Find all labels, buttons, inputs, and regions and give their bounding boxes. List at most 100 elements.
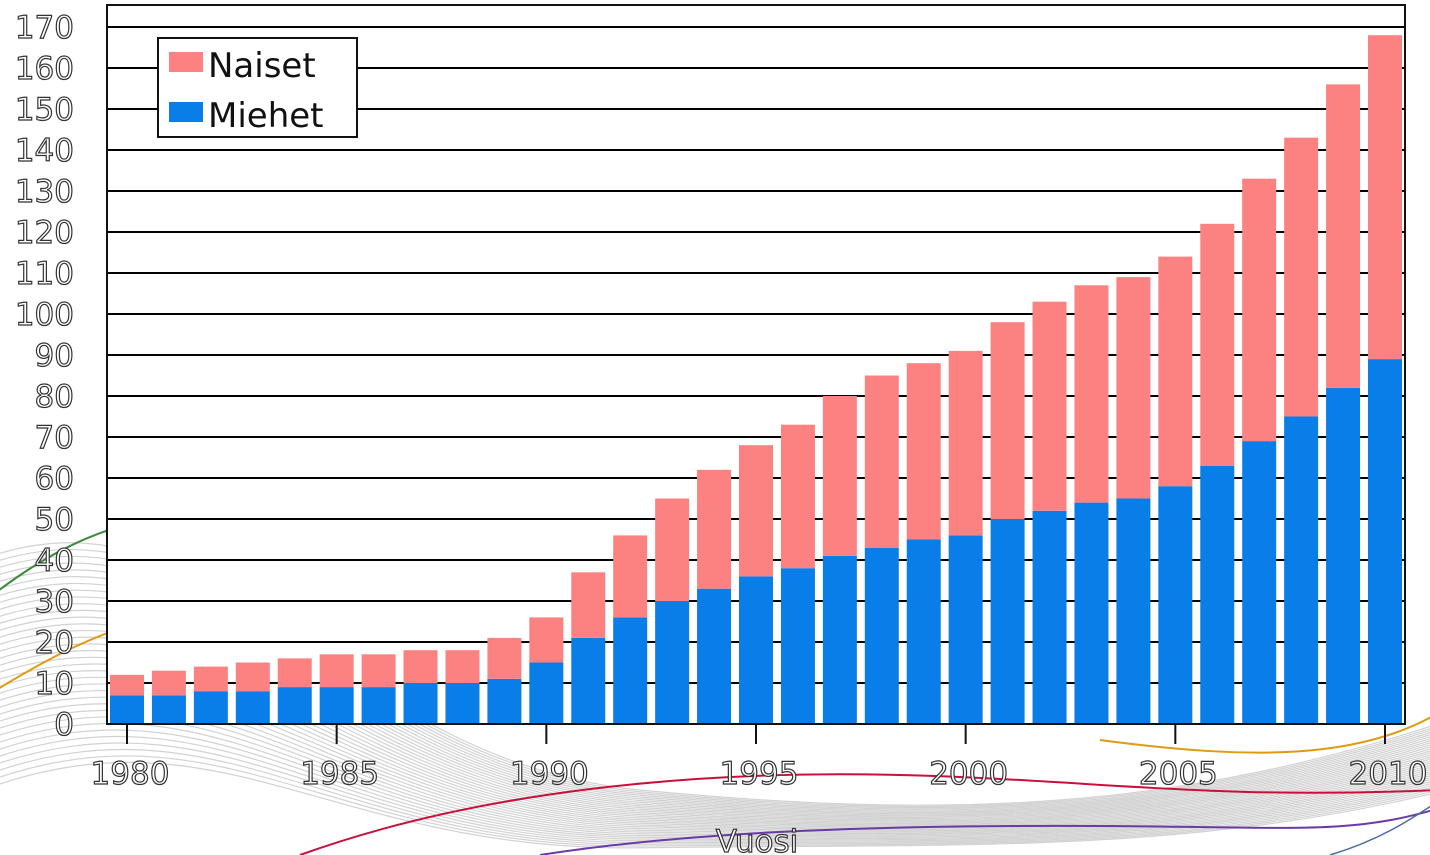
background-curve	[0, 722, 1430, 840]
y-tick-label: 80	[35, 379, 74, 415]
bar-miehet	[1368, 359, 1402, 724]
y-tick-label: 50	[35, 502, 74, 538]
bar-naiset	[864, 375, 899, 548]
bar-naiset	[235, 662, 270, 692]
y-tick-label: 170	[15, 10, 74, 46]
bar-miehet	[1242, 441, 1277, 724]
bar-naiset	[1032, 301, 1067, 511]
background-curve	[0, 729, 1430, 841]
background-curve-orange	[1099, 716, 1430, 754]
bar-miehet	[1326, 387, 1361, 724]
background-curve	[0, 761, 1430, 849]
x-axis-title: Vuosi	[716, 824, 798, 855]
y-tick-label: 30	[35, 584, 74, 620]
bar-miehet	[193, 691, 228, 724]
bar-miehet	[1158, 486, 1193, 724]
bar-miehet	[571, 637, 606, 724]
legend-swatch-miehet	[169, 102, 203, 122]
y-tick-label: 140	[15, 133, 74, 169]
y-tick-label: 40	[35, 543, 74, 579]
bar-naiset	[1242, 178, 1277, 442]
bar-naiset	[948, 350, 983, 536]
bar-miehet	[948, 535, 983, 724]
background-curve-orange	[0, 631, 111, 689]
bar-naiset	[1074, 285, 1109, 503]
bar-naiset	[822, 396, 857, 556]
bar-naiset	[613, 535, 648, 618]
y-axis-ticks: 0 10 20 30 40 50 60 70 80 90 100 110 120 130 140 150 160…	[14, 9, 74, 743]
x-tick-label: 2005	[1139, 756, 1218, 792]
bar-naiset	[906, 363, 941, 540]
background-curve-purple	[539, 809, 1430, 855]
bar-naiset	[1116, 277, 1151, 499]
legend-label-naiset: Naiset	[208, 46, 316, 86]
bar-naiset	[990, 322, 1025, 519]
background-curve	[0, 748, 1430, 845]
y-tick-label: 20	[35, 625, 74, 661]
bar-naiset	[193, 666, 228, 692]
y-tick-label: 160	[15, 51, 74, 87]
bars-group	[110, 35, 1402, 724]
legend-label-miehet: Miehet	[208, 96, 324, 136]
background-curve	[0, 755, 1430, 847]
bar-naiset	[361, 654, 396, 688]
x-tick-label: 2010	[1349, 756, 1428, 792]
bar-miehet	[235, 691, 270, 724]
bar-miehet	[697, 588, 732, 724]
y-tick-label: 70	[35, 420, 74, 456]
bar-naiset	[151, 670, 186, 696]
bar-miehet	[822, 555, 857, 724]
y-tick-label: 0	[54, 707, 74, 743]
y-tick-label: 130	[15, 174, 74, 210]
x-tick-label: 1995	[720, 756, 799, 792]
y-tick-label: 150	[15, 92, 74, 128]
bar-miehet	[613, 617, 648, 724]
bar-naiset	[697, 469, 732, 589]
bar-naiset	[277, 658, 312, 688]
bar-miehet	[906, 539, 941, 724]
background-curve	[0, 735, 1430, 842]
y-tick-label: 120	[15, 215, 74, 251]
bar-miehet	[529, 662, 564, 724]
bar-naiset	[655, 498, 690, 601]
bar-naiset	[403, 650, 438, 683]
bar-miehet	[1284, 416, 1319, 724]
bar-miehet	[990, 519, 1025, 724]
legend-swatch-naiset	[169, 52, 203, 72]
bar-miehet	[319, 687, 354, 724]
bar-naiset	[1200, 223, 1235, 466]
y-tick-label: 110	[15, 256, 74, 292]
x-tick-label: 1990	[510, 756, 589, 792]
bar-miehet	[277, 687, 312, 724]
bar-naiset	[487, 637, 522, 679]
x-tick-label: 1980	[91, 756, 170, 792]
background-curve-red	[299, 773, 1430, 855]
x-axis-ticks: 1980 1985 1990 1995 2000 2005 2010	[90, 724, 1428, 793]
bar-miehet	[487, 678, 522, 724]
y-tick-label: 60	[35, 461, 74, 497]
bar-naiset	[1326, 84, 1361, 388]
bar-miehet	[445, 683, 480, 724]
bar-naiset	[739, 445, 773, 577]
bar-naiset	[1158, 256, 1193, 487]
y-tick-label: 100	[15, 297, 74, 333]
x-tick-label: 1985	[300, 756, 379, 792]
bar-miehet	[151, 695, 186, 724]
bar-naiset	[319, 654, 354, 688]
bar-naiset	[1368, 35, 1402, 360]
bar-naiset	[571, 572, 606, 638]
bar-miehet	[739, 576, 773, 724]
bar-miehet	[655, 601, 690, 724]
bar-naiset	[110, 674, 144, 696]
y-tick-label: 10	[35, 666, 74, 702]
legend: Naiset Miehet	[157, 37, 358, 138]
bar-naiset	[529, 617, 564, 663]
bar-miehet	[110, 695, 144, 724]
bar-miehet	[1200, 465, 1235, 724]
bar-naiset	[445, 650, 480, 683]
bar-naiset	[780, 424, 815, 569]
bar-miehet	[1032, 510, 1067, 724]
bar-miehet	[1074, 502, 1109, 724]
